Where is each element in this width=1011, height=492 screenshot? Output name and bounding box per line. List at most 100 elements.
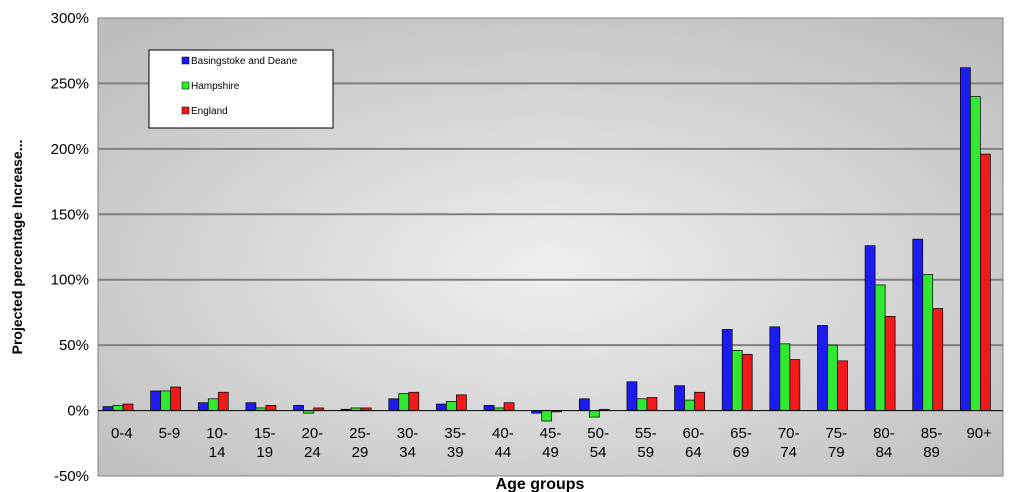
legend-swatch: [181, 81, 190, 90]
bar-basingstoke-and-deane: [245, 402, 257, 411]
bar-basingstoke-and-deane: [674, 385, 685, 411]
x-tick-label-line2: 69: [733, 444, 750, 461]
x-tick-label-line2: 44: [495, 444, 512, 461]
x-tick-label: 45-: [540, 425, 562, 442]
bar-hampshire: [779, 343, 791, 411]
x-tick-label: 10-: [206, 425, 228, 442]
bar-england: [170, 386, 181, 411]
x-tick-label-line2: 64: [685, 444, 702, 461]
x-tick-label-line2: 79: [828, 444, 845, 461]
bar-basingstoke-and-deane: [626, 381, 638, 411]
x-tick-label: 30-: [397, 425, 419, 442]
bar-england: [694, 391, 705, 411]
bar-england: [741, 353, 753, 411]
y-tick-label: 0%: [67, 403, 89, 420]
y-tick-label: 300%: [51, 10, 89, 27]
x-tick-label: 60-: [683, 425, 705, 442]
bar-hampshire: [398, 393, 410, 411]
y-axis-label: Projected percentage Increase...: [9, 140, 25, 355]
x-tick-label-line2: 89: [923, 444, 940, 461]
bar-basingstoke-and-deane: [960, 67, 971, 411]
x-tick-label: 85-: [921, 425, 943, 442]
y-tick-label: 100%: [51, 272, 89, 289]
bar-hampshire: [112, 404, 124, 411]
y-tick-label: 200%: [51, 141, 89, 158]
bar-hampshire: [207, 398, 219, 411]
x-tick-label: 80-: [873, 425, 895, 442]
x-tick-label-line2: 59: [637, 444, 654, 461]
bar-basingstoke-and-deane: [817, 325, 828, 411]
x-tick-label-line2: 54: [590, 444, 607, 461]
bar-hampshire: [827, 344, 838, 411]
bar-hampshire: [636, 398, 648, 411]
bar-basingstoke-and-deane: [197, 402, 209, 411]
y-tick-label: -50%: [54, 468, 89, 485]
bar-england: [646, 397, 658, 411]
x-tick-label: 55-: [635, 425, 657, 442]
bar-england: [932, 308, 944, 411]
x-tick-label-line2: 24: [304, 444, 321, 461]
x-tick-label: 70-: [778, 425, 800, 442]
bar-basingstoke-and-deane: [769, 326, 781, 411]
x-tick-label-line2: 19: [256, 444, 273, 461]
bar-basingstoke-and-deane: [102, 406, 114, 411]
x-tick-label: 20-: [301, 425, 323, 442]
legend-label: England: [191, 106, 228, 117]
x-tick-label: 35-: [444, 425, 466, 442]
y-tick-label: 250%: [51, 75, 89, 92]
bar-hampshire: [588, 410, 600, 418]
x-tick-label: 25-: [349, 425, 371, 442]
bar-basingstoke-and-deane: [483, 404, 495, 411]
bar-hampshire: [541, 410, 553, 422]
bar-hampshire: [160, 390, 171, 411]
bar-basingstoke-and-deane: [293, 404, 304, 411]
bar-england: [837, 360, 848, 411]
x-tick-label: 50-: [587, 425, 609, 442]
x-tick-label-line2: 29: [352, 444, 369, 461]
legend: Basingstoke and Deane Hampshire England: [148, 49, 334, 129]
bar-basingstoke-and-deane: [436, 403, 447, 411]
x-tick-label-line2: 74: [780, 444, 797, 461]
bar-basingstoke-and-deane: [578, 398, 590, 411]
bar-england: [265, 404, 277, 411]
y-tick-label: 50%: [59, 337, 89, 354]
bar-hampshire: [970, 96, 981, 411]
bar-hampshire: [922, 274, 934, 411]
x-tick-labels: 0-4 5-9 10- 14 15- 19 20- 24 25- 29 30- 34 35- 39 40- 4…: [111, 425, 992, 461]
legend-label: Hampshire: [191, 81, 240, 92]
x-tick-label: 40-: [492, 425, 514, 442]
bar-basingstoke-and-deane: [388, 398, 400, 411]
x-tick-label-line2: 39: [447, 444, 464, 461]
x-tick-label: 90+: [966, 425, 992, 442]
bars: [102, 67, 991, 422]
x-axis-label: Age groups: [496, 476, 585, 492]
bar-hampshire: [446, 401, 457, 411]
bar-basingstoke-and-deane: [721, 329, 733, 411]
x-tick-label: 65-: [730, 425, 752, 442]
bar-hampshire: [874, 284, 886, 411]
bar-basingstoke-and-deane: [912, 238, 924, 411]
x-tick-label: 15-: [254, 425, 276, 442]
x-tick-label: 5-9: [159, 425, 181, 442]
bar-england: [884, 316, 896, 411]
x-tick-label-line2: 84: [876, 444, 893, 461]
legend-label: Basingstoke and Deane: [191, 56, 298, 67]
x-tick-label-line2: 34: [399, 444, 416, 461]
bar-england: [503, 402, 515, 411]
bar-england: [122, 403, 134, 411]
x-tick-label: 0-4: [111, 425, 133, 442]
bar-england: [217, 391, 229, 411]
bar-england: [789, 359, 801, 411]
legend-swatch: [181, 56, 190, 65]
legend-swatch: [181, 106, 190, 115]
x-tick-label-line2: 14: [209, 444, 226, 461]
bar-hampshire: [684, 399, 695, 411]
y-tick-label: 150%: [51, 206, 89, 223]
bar-england: [456, 394, 467, 411]
bar-england: [980, 153, 991, 411]
bar-hampshire: [731, 350, 743, 411]
x-tick-label-line2: 49: [542, 444, 559, 461]
x-tick-label: 75-: [825, 425, 847, 442]
bar-basingstoke-and-deane: [864, 245, 876, 411]
